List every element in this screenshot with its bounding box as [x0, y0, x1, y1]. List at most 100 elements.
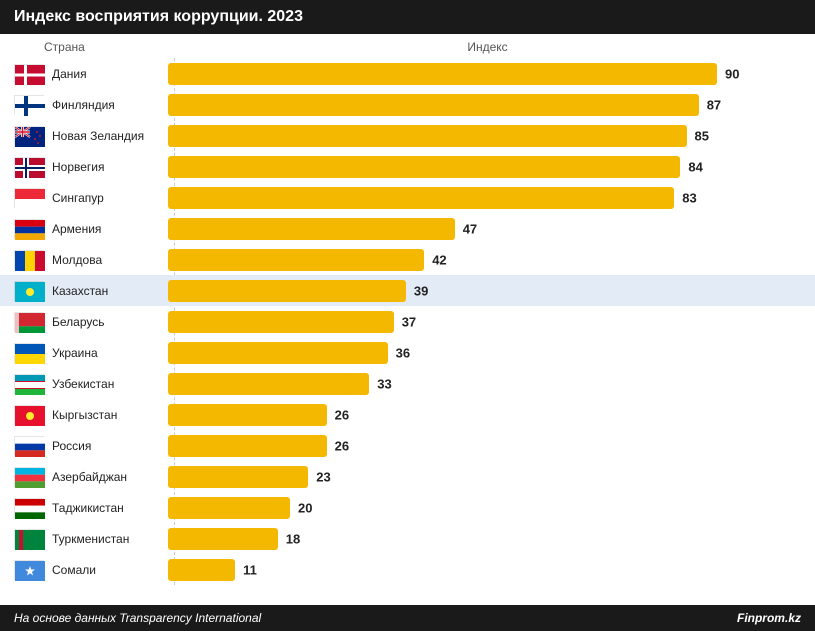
flag-icon: [14, 529, 44, 549]
bar: [168, 280, 406, 302]
flag-icon: [14, 188, 44, 208]
flag-icon: [14, 219, 44, 239]
country-label: Азербайджан: [44, 470, 168, 484]
bar-area: 47: [168, 218, 801, 240]
bar-value: 39: [406, 283, 428, 298]
country-label: Таджикистан: [44, 501, 168, 515]
bar-value: 47: [455, 221, 477, 236]
bar-area: 42: [168, 249, 801, 271]
table-row: Кыргызстан 26: [14, 399, 801, 430]
bar: [168, 94, 699, 116]
bar-area: 90: [168, 63, 801, 85]
column-headers: Страна Индекс: [0, 34, 815, 58]
flag-icon: [14, 312, 44, 332]
country-label: Армения: [44, 222, 168, 236]
bar: [168, 342, 388, 364]
table-row: Норвегия 84: [14, 151, 801, 182]
country-label: Новая Зеландия: [44, 129, 168, 143]
table-row: Таджикистан 20: [14, 492, 801, 523]
bar-area: 84: [168, 156, 801, 178]
bar-area: 39: [168, 280, 801, 302]
country-label: Дания: [44, 67, 168, 81]
bar-chart: Дания 90 Финляндия 87 Новая Зеландия 85 …: [0, 58, 815, 585]
flag-icon: [14, 405, 44, 425]
table-row: Россия 26: [14, 430, 801, 461]
bar-area: 26: [168, 404, 801, 426]
bar-area: 87: [168, 94, 801, 116]
country-label: Сомали: [44, 563, 168, 577]
table-row: Дания 90: [14, 58, 801, 89]
footer: На основе данных Transparency Internatio…: [0, 605, 815, 631]
bar-value: 23: [308, 469, 330, 484]
country-label: Сингапур: [44, 191, 168, 205]
table-row: Сомали 11: [14, 554, 801, 585]
bar-value: 18: [278, 531, 300, 546]
table-row: Новая Зеландия 85: [14, 120, 801, 151]
bar-value: 33: [369, 376, 391, 391]
bar-value: 90: [717, 66, 739, 81]
table-row: Финляндия 87: [14, 89, 801, 120]
bar: [168, 311, 394, 333]
table-row: Беларусь 37: [14, 306, 801, 337]
flag-icon: [14, 498, 44, 518]
bar-area: 11: [168, 559, 801, 581]
table-row: Азербайджан 23: [14, 461, 801, 492]
country-label: Норвегия: [44, 160, 168, 174]
bar-area: 83: [168, 187, 801, 209]
bar: [168, 373, 369, 395]
bar-value: 85: [687, 128, 709, 143]
table-row: Армения 47: [14, 213, 801, 244]
flag-icon: [14, 436, 44, 456]
table-row: Украина 36: [14, 337, 801, 368]
bar: [168, 528, 278, 550]
bar-value: 84: [680, 159, 702, 174]
bar-area: 18: [168, 528, 801, 550]
bar-area: 20: [168, 497, 801, 519]
bar-area: 26: [168, 435, 801, 457]
table-row: Молдова 42: [14, 244, 801, 275]
bar: [168, 249, 424, 271]
bar-area: 37: [168, 311, 801, 333]
bar-value: 37: [394, 314, 416, 329]
country-label: Кыргызстан: [44, 408, 168, 422]
source-text: На основе данных Transparency Internatio…: [14, 611, 261, 625]
table-row: Туркменистан 18: [14, 523, 801, 554]
flag-icon: [14, 126, 44, 146]
table-row: Казахстан 39: [0, 275, 815, 306]
country-label: Украина: [44, 346, 168, 360]
chart-title: Индекс восприятия коррупции. 2023: [0, 0, 815, 34]
country-label: Казахстан: [44, 284, 168, 298]
bar-value: 11: [235, 562, 257, 577]
bar-value: 87: [699, 97, 721, 112]
flag-icon: [14, 157, 44, 177]
bar: [168, 559, 235, 581]
flag-icon: [14, 95, 44, 115]
bar: [168, 497, 290, 519]
bar-value: 42: [424, 252, 446, 267]
bar-area: 33: [168, 373, 801, 395]
flag-icon: [14, 64, 44, 84]
table-row: Узбекистан 33: [14, 368, 801, 399]
brand-text: Finprom.kz: [737, 611, 801, 625]
bar: [168, 187, 674, 209]
bar: [168, 218, 455, 240]
country-label: Молдова: [44, 253, 168, 267]
bar-value: 36: [388, 345, 410, 360]
flag-icon: [14, 281, 44, 301]
country-label: Узбекистан: [44, 377, 168, 391]
flag-icon: [14, 467, 44, 487]
country-label: Беларусь: [44, 315, 168, 329]
bar-area: 85: [168, 125, 801, 147]
country-label: Россия: [44, 439, 168, 453]
bar-value: 26: [327, 438, 349, 453]
bar: [168, 156, 680, 178]
bar: [168, 63, 717, 85]
flag-icon: [14, 343, 44, 363]
bar: [168, 125, 687, 147]
country-label: Туркменистан: [44, 532, 168, 546]
flag-icon: [14, 374, 44, 394]
country-label: Финляндия: [44, 98, 168, 112]
flag-icon: [14, 250, 44, 270]
bar-area: 23: [168, 466, 801, 488]
col-country-header: Страна: [0, 40, 160, 54]
